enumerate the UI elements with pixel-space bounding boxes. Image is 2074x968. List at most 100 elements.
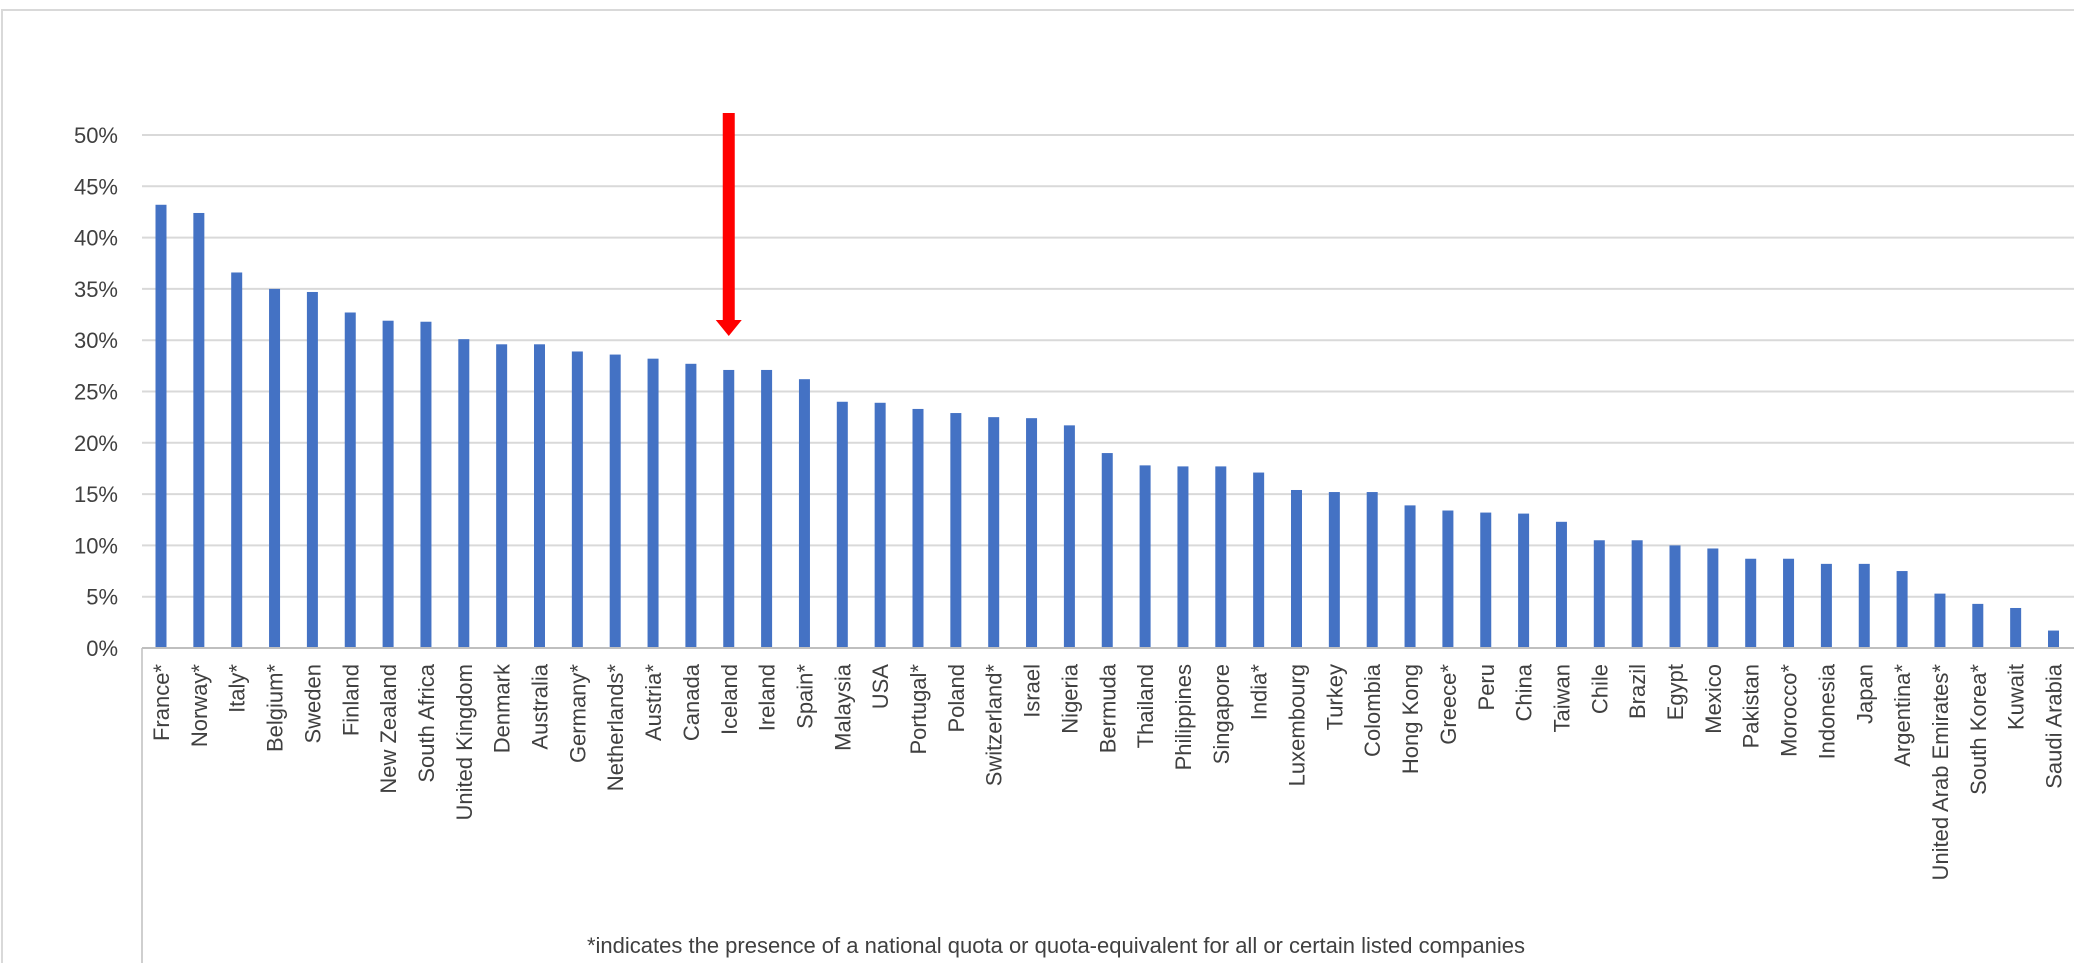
x-tick-label: Egypt bbox=[1663, 664, 1688, 720]
x-tick-label: Australia bbox=[528, 663, 553, 749]
y-tick-label: 30% bbox=[74, 328, 118, 353]
x-tick-label: Greece* bbox=[1436, 664, 1461, 745]
x-tick-label: Colombia bbox=[1360, 663, 1385, 757]
bar bbox=[1291, 490, 1302, 648]
bar bbox=[1253, 473, 1264, 648]
bar bbox=[458, 339, 469, 648]
bar bbox=[648, 359, 659, 648]
bar bbox=[950, 413, 961, 648]
bar bbox=[1367, 492, 1378, 648]
bars bbox=[156, 205, 2074, 648]
x-tick-label: Bermuda bbox=[1095, 663, 1120, 753]
bar bbox=[1632, 540, 1643, 648]
bar bbox=[269, 289, 280, 648]
bar bbox=[1480, 513, 1491, 648]
x-tick-label: Belgium* bbox=[263, 664, 288, 752]
x-tick-label: Argentina* bbox=[1890, 664, 1915, 767]
bar bbox=[988, 417, 999, 648]
x-tick-label: USA bbox=[868, 664, 893, 710]
bar bbox=[2048, 631, 2059, 648]
bar bbox=[345, 312, 356, 648]
x-tick-label: Morocco* bbox=[1777, 664, 1802, 757]
highlight-arrow bbox=[716, 113, 742, 336]
bar bbox=[1064, 425, 1075, 648]
x-tick-label: Finland bbox=[338, 664, 363, 736]
x-tick-label: Thailand bbox=[1133, 664, 1158, 748]
bar bbox=[1215, 466, 1226, 648]
x-tick-label: Taiwan bbox=[1549, 664, 1574, 732]
arrow-head bbox=[716, 320, 742, 336]
x-tick-label: China bbox=[1512, 663, 1537, 721]
bar bbox=[837, 402, 848, 648]
bar bbox=[2010, 608, 2021, 648]
x-tick-label: Switzerland* bbox=[982, 664, 1007, 787]
x-tick-label: Luxembourg bbox=[1285, 664, 1310, 786]
bar bbox=[685, 364, 696, 648]
x-tick-label: France* bbox=[149, 664, 174, 741]
bar bbox=[534, 344, 545, 648]
x-tick-label: Israel bbox=[1020, 664, 1045, 718]
bar bbox=[496, 344, 507, 648]
x-tick-label: United Kingdom bbox=[452, 664, 477, 821]
bar bbox=[1177, 466, 1188, 648]
bar bbox=[1026, 418, 1037, 648]
x-tick-label: Saudi Arabia bbox=[2042, 663, 2067, 789]
bar bbox=[1897, 571, 1908, 648]
x-tick-label: Nigeria bbox=[1057, 663, 1082, 733]
x-tick-label: Turkey bbox=[1322, 664, 1347, 730]
x-tick-label: Portugal* bbox=[906, 664, 931, 755]
x-tick-label: Spain* bbox=[792, 664, 817, 729]
bar bbox=[572, 351, 583, 648]
footnote: *indicates the presence of a national qu… bbox=[587, 933, 1525, 958]
x-tick-label: New Zealand bbox=[376, 664, 401, 794]
x-tick-label: Indonesia bbox=[1814, 663, 1839, 759]
x-tick-label: Norway* bbox=[187, 664, 212, 748]
y-axis-ticks: 0%5%10%15%20%25%30%35%40%45%50% bbox=[74, 123, 118, 661]
bar bbox=[1102, 453, 1113, 648]
x-tick-label: Pakistan bbox=[1739, 664, 1764, 748]
bar bbox=[799, 379, 810, 648]
bar bbox=[1518, 514, 1529, 648]
x-tick-label: Japan bbox=[1852, 664, 1877, 724]
bar bbox=[1821, 564, 1832, 648]
x-tick-label: Hong Kong bbox=[1398, 664, 1423, 774]
bar bbox=[1670, 545, 1681, 648]
x-tick-label: Singapore bbox=[1209, 664, 1234, 764]
bar bbox=[1745, 559, 1756, 648]
x-axis-labels: France* Norway* Italy* Belgium* Sweden Finlan… bbox=[149, 663, 2074, 880]
x-tick-label: Netherlands* bbox=[603, 664, 628, 792]
bar bbox=[1140, 465, 1151, 648]
y-tick-label: 0% bbox=[86, 636, 118, 661]
bar bbox=[1405, 505, 1416, 648]
x-tick-label: Sweden bbox=[300, 664, 325, 744]
x-tick-label: Philippines bbox=[1171, 664, 1196, 770]
bar bbox=[1783, 559, 1794, 648]
x-tick-label: Denmark bbox=[490, 663, 515, 753]
x-tick-label: Brazil bbox=[1625, 664, 1650, 719]
bar bbox=[610, 355, 621, 648]
bar bbox=[1859, 564, 1870, 648]
y-tick-label: 5% bbox=[86, 585, 118, 610]
bar bbox=[156, 205, 167, 648]
bar bbox=[723, 370, 734, 648]
bar bbox=[1556, 522, 1567, 648]
y-tick-label: 10% bbox=[74, 533, 118, 558]
x-tick-label: Germany* bbox=[565, 664, 590, 763]
x-tick-label: Italy* bbox=[225, 664, 250, 713]
x-tick-label: Mexico bbox=[1701, 664, 1726, 734]
y-tick-label: 35% bbox=[74, 277, 118, 302]
bar bbox=[761, 370, 772, 648]
y-tick-label: 45% bbox=[74, 174, 118, 199]
bar bbox=[1442, 511, 1453, 648]
arrow-shaft bbox=[723, 113, 735, 320]
x-tick-label: Austria* bbox=[641, 664, 666, 741]
y-tick-label: 15% bbox=[74, 482, 118, 507]
x-tick-label: Poland bbox=[944, 664, 969, 733]
bar bbox=[1594, 540, 1605, 648]
y-tick-label: 20% bbox=[74, 431, 118, 456]
bar bbox=[383, 321, 394, 648]
bar bbox=[913, 409, 924, 648]
x-tick-label: Kuwait bbox=[2004, 664, 2029, 730]
bar bbox=[307, 292, 318, 648]
bar bbox=[193, 213, 204, 648]
